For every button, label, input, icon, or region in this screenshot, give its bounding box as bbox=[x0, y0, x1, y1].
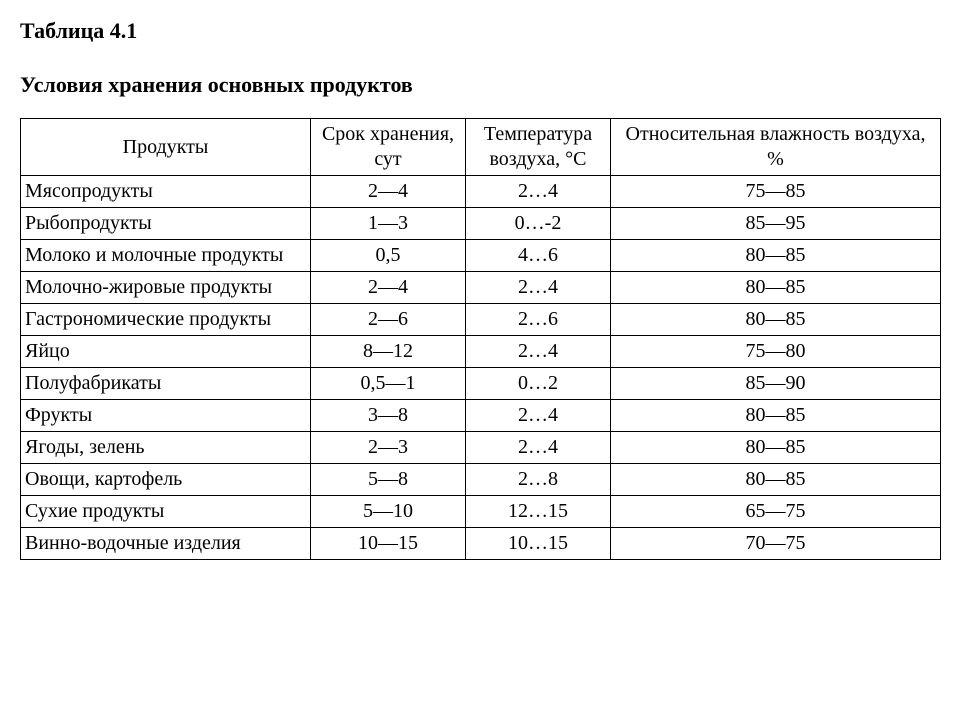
product-cell: Рыбопродукты bbox=[21, 208, 311, 240]
table-label: Таблица 4.1 bbox=[20, 18, 940, 44]
value-cell: 10…15 bbox=[466, 528, 611, 560]
col-shelf-life: Срок хранения, сут bbox=[311, 119, 466, 176]
table-row: Яйцо8—122…475—80 bbox=[21, 336, 941, 368]
table-row: Мясопродукты2—42…475—85 bbox=[21, 176, 941, 208]
col-products: Продукты bbox=[21, 119, 311, 176]
product-cell: Полуфабрикаты bbox=[21, 368, 311, 400]
value-cell: 2—6 bbox=[311, 304, 466, 336]
product-cell: Гастрономические продукты bbox=[21, 304, 311, 336]
value-cell: 2…4 bbox=[466, 432, 611, 464]
value-cell: 2…4 bbox=[466, 400, 611, 432]
table-row: Полуфабрикаты0,5—10…285—90 bbox=[21, 368, 941, 400]
table-row: Ягоды, зелень2—32…480—85 bbox=[21, 432, 941, 464]
value-cell: 80—85 bbox=[611, 400, 941, 432]
value-cell: 80—85 bbox=[611, 304, 941, 336]
product-cell: Яйцо bbox=[21, 336, 311, 368]
value-cell: 0…2 bbox=[466, 368, 611, 400]
table-header-row: Продукты Срок хранения, сут Температура … bbox=[21, 119, 941, 176]
value-cell: 70—75 bbox=[611, 528, 941, 560]
table-row: Рыбопродукты1—30…-285—95 bbox=[21, 208, 941, 240]
value-cell: 80—85 bbox=[611, 272, 941, 304]
product-cell: Винно-водочные изделия bbox=[21, 528, 311, 560]
value-cell: 2—4 bbox=[311, 272, 466, 304]
table-row: Гастрономические продукты2—62…680—85 bbox=[21, 304, 941, 336]
table-row: Сухие продукты5—1012…1565—75 bbox=[21, 496, 941, 528]
value-cell: 2…4 bbox=[466, 336, 611, 368]
value-cell: 4…6 bbox=[466, 240, 611, 272]
value-cell: 2—4 bbox=[311, 176, 466, 208]
value-cell: 0…-2 bbox=[466, 208, 611, 240]
product-cell: Молочно-жировые продукты bbox=[21, 272, 311, 304]
value-cell: 65—75 bbox=[611, 496, 941, 528]
table-row: Молоко и молочные продукты0,54…680—85 bbox=[21, 240, 941, 272]
storage-conditions-table: Продукты Срок хранения, сут Температура … bbox=[20, 118, 941, 560]
value-cell: 80—85 bbox=[611, 464, 941, 496]
product-cell: Молоко и молочные продукты bbox=[21, 240, 311, 272]
product-cell: Ягоды, зелень bbox=[21, 432, 311, 464]
value-cell: 5—10 bbox=[311, 496, 466, 528]
value-cell: 2…8 bbox=[466, 464, 611, 496]
table-row: Фрукты3—82…480—85 bbox=[21, 400, 941, 432]
col-temperature: Температура воздуха, °С bbox=[466, 119, 611, 176]
value-cell: 85—95 bbox=[611, 208, 941, 240]
value-cell: 80—85 bbox=[611, 432, 941, 464]
table-row: Молочно-жировые продукты2—42…480—85 bbox=[21, 272, 941, 304]
table-row: Винно-водочные изделия10—1510…1570—75 bbox=[21, 528, 941, 560]
value-cell: 75—80 bbox=[611, 336, 941, 368]
value-cell: 2…4 bbox=[466, 176, 611, 208]
product-cell: Фрукты bbox=[21, 400, 311, 432]
col-humidity: Относительная влажность воздуха, % bbox=[611, 119, 941, 176]
value-cell: 85—90 bbox=[611, 368, 941, 400]
product-cell: Сухие продукты bbox=[21, 496, 311, 528]
value-cell: 0,5—1 bbox=[311, 368, 466, 400]
table-row: Овощи, картофель5—82…880—85 bbox=[21, 464, 941, 496]
value-cell: 75—85 bbox=[611, 176, 941, 208]
page-title: Условия хранения основных продуктов bbox=[20, 72, 940, 98]
product-cell: Мясопродукты bbox=[21, 176, 311, 208]
value-cell: 10—15 bbox=[311, 528, 466, 560]
value-cell: 12…15 bbox=[466, 496, 611, 528]
value-cell: 2…4 bbox=[466, 272, 611, 304]
value-cell: 3—8 bbox=[311, 400, 466, 432]
value-cell: 2—3 bbox=[311, 432, 466, 464]
table-body: Мясопродукты2—42…475—85Рыбопродукты1—30…… bbox=[21, 176, 941, 560]
product-cell: Овощи, картофель bbox=[21, 464, 311, 496]
value-cell: 2…6 bbox=[466, 304, 611, 336]
value-cell: 1—3 bbox=[311, 208, 466, 240]
value-cell: 0,5 bbox=[311, 240, 466, 272]
value-cell: 80—85 bbox=[611, 240, 941, 272]
value-cell: 5—8 bbox=[311, 464, 466, 496]
value-cell: 8—12 bbox=[311, 336, 466, 368]
